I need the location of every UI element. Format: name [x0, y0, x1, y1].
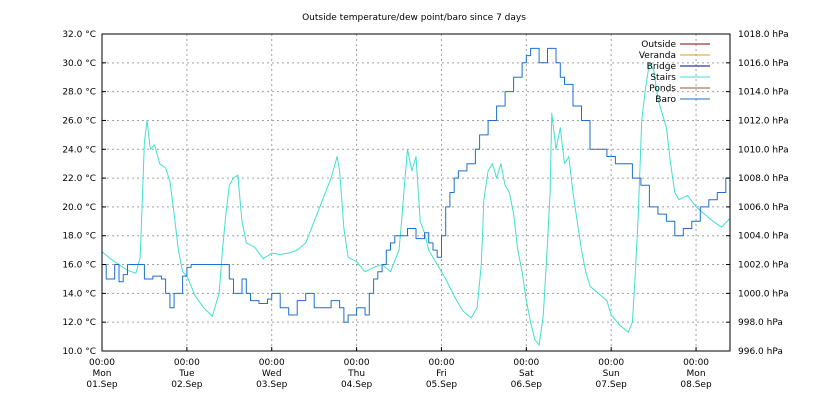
y-left-tick-label: 16.0 °C	[62, 261, 96, 271]
y-right-tick-label: 1008.0 hPa	[738, 174, 789, 184]
x-tick-time: 00:00	[174, 358, 200, 368]
y-right-tick-label: 1004.0 hPa	[738, 232, 789, 242]
x-tick-weekday: Fri	[436, 369, 447, 379]
y-right-tick-label: 1000.0 hPa	[738, 289, 789, 299]
x-tick-time: 00:00	[89, 358, 115, 368]
legend-label: Outside	[641, 40, 676, 50]
y-right-tick-label: 1002.0 hPa	[738, 261, 789, 271]
legend-label: Ponds	[649, 84, 676, 94]
legend-label: Veranda	[639, 51, 676, 61]
y-right-tick-label: 1018.0 hPa	[738, 30, 789, 40]
series-layer	[101, 47, 731, 346]
x-tick-time: 00:00	[513, 358, 539, 368]
y-left-tick-label: 24.0 °C	[62, 145, 96, 155]
y-left-tick-label: 28.0 °C	[62, 88, 96, 98]
series-line-baro	[102, 47, 730, 323]
x-tick-weekday: Sat	[519, 369, 534, 379]
x-tick-date: 06.Sep	[511, 380, 543, 390]
legend-label: Stairs	[650, 73, 676, 83]
plot-frame	[101, 33, 731, 352]
y-right-tick-label: 996.0 hPa	[738, 347, 783, 357]
y-right-tick-label: 1006.0 hPa	[738, 203, 789, 213]
axes: 10.0 °C 12.0 °C 14.0 °C 16.0 °C 18.0 °C 20.0 …	[62, 30, 788, 390]
x-tick-date: 02.Sep	[171, 380, 203, 390]
x-tick-weekday: Mon	[93, 369, 112, 379]
y-left-tick-label: 18.0 °C	[62, 232, 96, 242]
x-tick-weekday: Wed	[262, 369, 282, 379]
series-line-stairs	[101, 62, 731, 346]
x-tick-time: 00:00	[344, 358, 370, 368]
y-right-tick-label: 998.0 hPa	[738, 318, 783, 328]
x-tick-weekday: Thu	[347, 369, 365, 379]
x-tick-time: 00:00	[683, 358, 709, 368]
legend-label: Bridge	[647, 62, 677, 72]
y-right-tick-label: 1016.0 hPa	[738, 59, 789, 69]
x-tick-date: 05.Sep	[426, 380, 458, 390]
y-left-tick-label: 10.0 °C	[62, 347, 96, 357]
x-tick-date: 01.Sep	[86, 380, 118, 390]
x-tick-time: 00:00	[428, 358, 454, 368]
x-tick-date: 03.Sep	[256, 380, 288, 390]
grid	[102, 34, 730, 351]
x-tick-date: 04.Sep	[341, 380, 373, 390]
y-left-tick-label: 30.0 °C	[62, 59, 96, 69]
x-tick-date: 08.Sep	[680, 380, 712, 390]
y-left-tick-label: 12.0 °C	[62, 318, 96, 328]
x-tick-weekday: Tue	[178, 369, 195, 379]
legend-label: Baro	[655, 95, 676, 105]
y-right-tick-label: 1014.0 hPa	[738, 88, 789, 98]
y-right-tick-label: 1010.0 hPa	[738, 145, 789, 155]
x-tick-weekday: Mon	[687, 369, 706, 379]
x-tick-date: 07.Sep	[596, 380, 628, 390]
y-left-tick-label: 22.0 °C	[62, 174, 96, 184]
x-tick-time: 00:00	[598, 358, 624, 368]
y-right-tick-label: 1012.0 hPa	[738, 116, 789, 126]
x-tick-weekday: Sun	[603, 369, 620, 379]
y-left-tick-label: 32.0 °C	[62, 30, 96, 40]
y-left-tick-label: 20.0 °C	[62, 203, 96, 213]
y-left-tick-label: 26.0 °C	[62, 116, 96, 126]
x-tick-time: 00:00	[259, 358, 285, 368]
chart-title: Outside temperature/dew point/baro since…	[302, 13, 526, 23]
y-left-tick-label: 14.0 °C	[62, 289, 96, 299]
